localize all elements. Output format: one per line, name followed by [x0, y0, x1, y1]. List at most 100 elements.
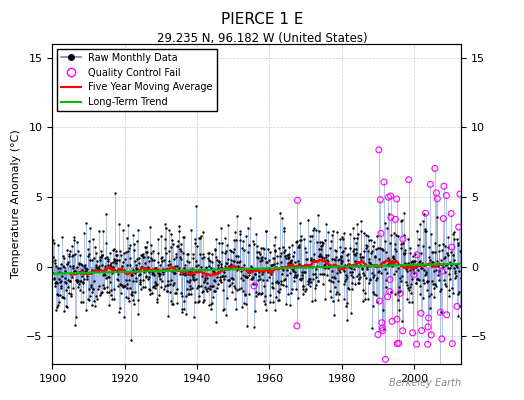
Point	[100, 285, 108, 292]
Point	[398, 273, 406, 279]
Point	[199, 229, 208, 235]
Point	[259, 244, 267, 251]
Point	[422, 228, 430, 234]
Point	[254, 255, 263, 261]
Point	[369, 291, 378, 298]
Point	[217, 278, 225, 285]
Point	[290, 278, 298, 284]
Point	[426, 181, 434, 188]
Point	[130, 247, 138, 253]
Point	[159, 270, 167, 277]
Point	[347, 272, 356, 278]
Point	[329, 228, 337, 235]
Point	[171, 254, 180, 261]
Point	[264, 264, 272, 271]
Point	[62, 280, 70, 286]
Point	[428, 278, 436, 284]
Point	[77, 261, 85, 268]
Point	[337, 254, 346, 260]
Point	[263, 277, 271, 284]
Point	[213, 274, 222, 280]
Point	[203, 275, 211, 281]
Point	[101, 266, 109, 272]
Point	[308, 298, 316, 305]
Point	[323, 259, 331, 265]
Point	[79, 299, 87, 305]
Point	[305, 276, 313, 282]
Point	[226, 275, 235, 282]
Point	[282, 283, 290, 290]
Point	[64, 284, 72, 290]
Point	[151, 282, 160, 288]
Point	[407, 258, 416, 265]
Point	[155, 271, 163, 277]
Point	[334, 257, 343, 263]
Point	[179, 250, 187, 256]
Point	[242, 274, 250, 280]
Point	[191, 299, 199, 305]
Point	[99, 282, 107, 288]
Point	[203, 250, 212, 256]
Point	[270, 247, 279, 253]
Point	[350, 235, 358, 241]
Point	[413, 276, 422, 282]
Point	[447, 244, 456, 250]
Point	[363, 264, 371, 270]
Point	[120, 283, 128, 289]
Point	[257, 254, 266, 260]
Point	[267, 262, 276, 268]
Point	[362, 242, 370, 248]
Point	[73, 264, 81, 270]
Point	[227, 256, 235, 263]
Point	[181, 272, 189, 278]
Point	[59, 308, 68, 314]
Point	[416, 290, 424, 297]
Point	[172, 290, 180, 296]
Point	[409, 259, 418, 265]
Point	[53, 291, 61, 298]
Point	[281, 255, 290, 261]
Point	[103, 254, 111, 260]
Point	[390, 271, 398, 277]
Point	[159, 268, 168, 275]
Point	[103, 289, 112, 295]
Point	[312, 274, 321, 280]
Point	[441, 281, 450, 288]
Point	[127, 289, 136, 295]
Point	[312, 258, 321, 264]
Point	[85, 286, 93, 292]
Point	[144, 274, 152, 280]
Point	[261, 293, 269, 299]
Point	[294, 295, 302, 302]
Point	[420, 280, 429, 286]
Point	[315, 228, 323, 234]
Point	[362, 245, 370, 252]
Point	[326, 262, 334, 268]
Point	[248, 276, 256, 282]
Point	[170, 256, 179, 263]
Point	[283, 251, 291, 258]
Point	[216, 277, 224, 284]
Point	[121, 256, 129, 262]
Point	[218, 272, 226, 279]
Point	[336, 260, 345, 266]
Point	[401, 264, 410, 270]
Point	[300, 268, 308, 275]
Point	[193, 284, 202, 291]
Point	[87, 270, 95, 276]
Point	[436, 286, 445, 292]
Point	[256, 251, 264, 258]
Point	[128, 232, 137, 238]
Point	[444, 293, 453, 299]
Point	[188, 274, 196, 280]
Point	[134, 311, 143, 317]
Point	[150, 272, 158, 278]
Point	[113, 252, 122, 258]
Point	[230, 246, 238, 252]
Point	[84, 250, 93, 257]
Point	[301, 245, 309, 251]
Point	[291, 274, 300, 280]
Point	[107, 267, 116, 274]
Point	[334, 267, 343, 274]
Point	[269, 255, 277, 262]
